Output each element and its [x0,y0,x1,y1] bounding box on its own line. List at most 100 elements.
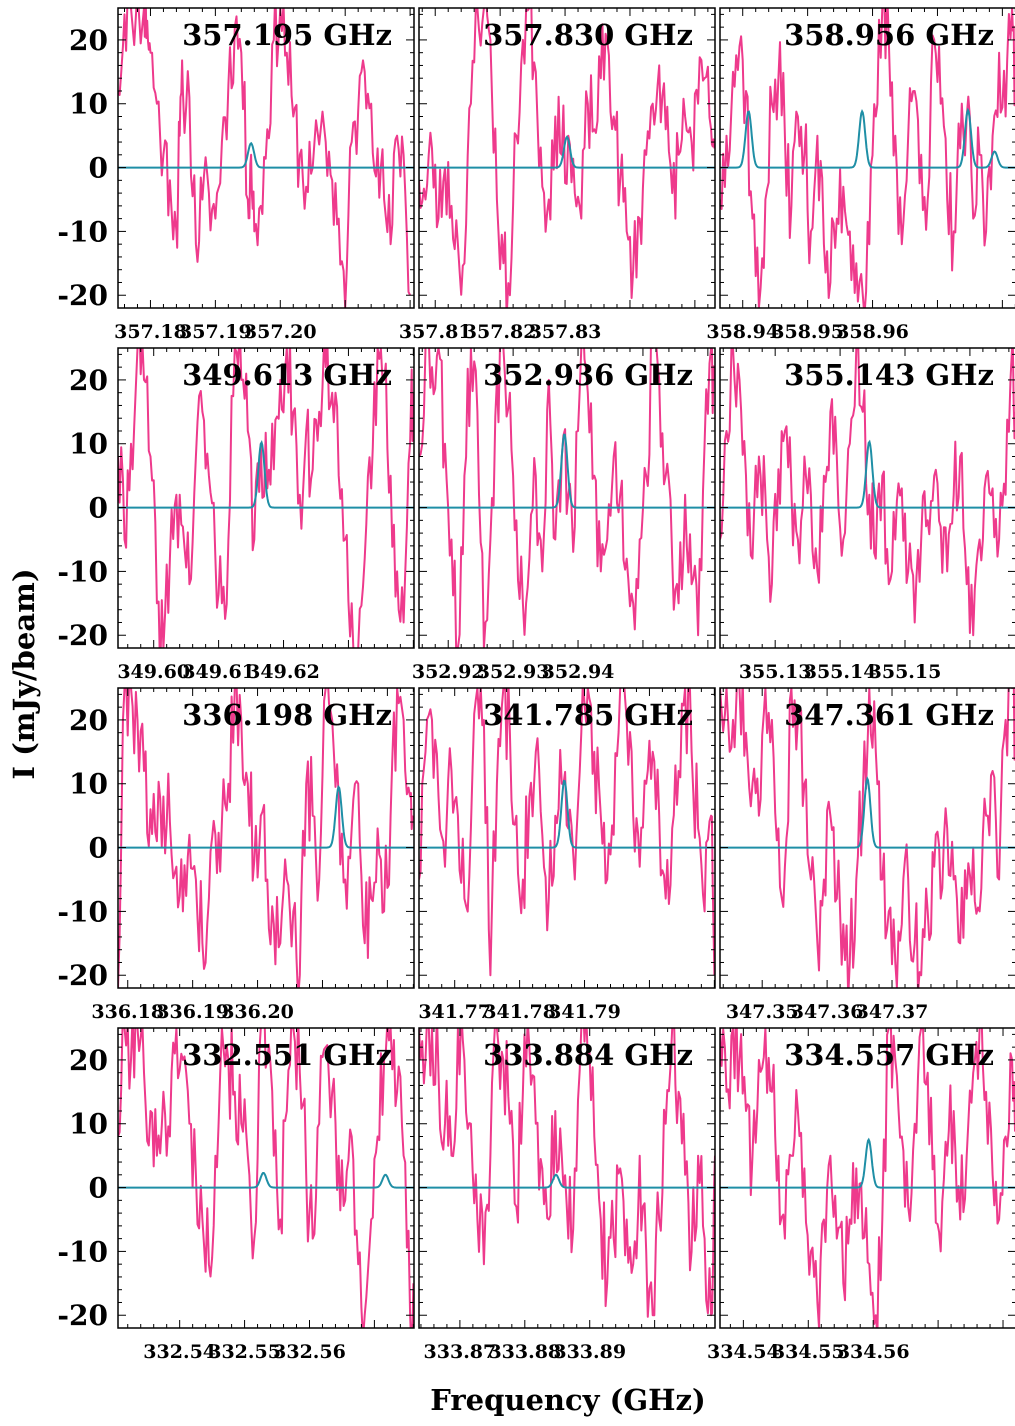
observed-spectrum-line [720,348,1015,637]
x-tick-label: 347.36 [791,1001,864,1023]
panel-frame [418,687,716,989]
model-spectrum-line [419,1173,715,1189]
x-tick-label: 349.62 [247,661,320,683]
y-tick-label: -10 [57,1235,108,1268]
x-tick-label: 333.87 [424,1341,497,1363]
x-tick-label: 357.19 [179,321,252,343]
panel-frame [117,7,415,309]
x-tick-label: 333.89 [553,1341,626,1363]
x-tick-label: 349.60 [117,661,190,683]
y-tick-label: 20 [69,704,108,737]
panel-title: 358.956 GHz [784,18,994,52]
observed-spectrum-line [419,348,715,648]
model-spectrum-line [720,439,1015,509]
y-tick-label: 10 [69,768,108,801]
x-tick-label: 358.94 [706,321,779,343]
x-tick-label: 358.96 [836,321,909,343]
panel-title: 341.785 GHz [483,698,693,732]
observed-spectrum-line [720,688,1015,988]
observed-spectrum-line [118,688,414,988]
observed-spectrum-line [720,1028,1015,1328]
x-tick-label: 355.14 [804,661,877,683]
model-spectrum-line [720,775,1015,849]
panel-frame [418,347,716,649]
y-tick-label: 10 [69,1108,108,1141]
x-tick-label: 334.55 [772,1341,845,1363]
panel-title: 349.613 GHz [182,358,392,392]
panel-plot-area [720,348,1015,637]
x-tick-label: 336.20 [221,1001,294,1023]
panel-title: 332.551 GHz [182,1038,392,1072]
model-spectrum-line [118,439,414,509]
x-tick-label: 357.20 [244,321,317,343]
x-tick-label: 352.92 [412,661,485,683]
panel-frame [418,1027,716,1329]
y-tick-label: -10 [57,555,108,588]
x-tick-label: 334.54 [707,1341,780,1363]
x-tick-label: 349.61 [182,661,255,683]
model-spectrum-line [419,135,715,169]
model-spectrum-line [118,784,414,849]
y-tick-label: 0 [89,832,108,865]
x-tick-label: 336.18 [91,1001,164,1023]
panel-frame [719,1027,1015,1329]
y-tick-label: -20 [57,619,108,652]
y-tick-label: 0 [89,1172,108,1205]
observed-spectrum-line [118,8,411,308]
panel-plot-area [419,688,715,977]
y-tick-label: -20 [57,279,108,312]
panel-plot-area [720,1028,1015,1328]
x-tick-label: 358.95 [771,321,844,343]
y-tick-label: 0 [89,492,108,525]
panel-frame [418,7,716,309]
y-tick-label: 10 [69,428,108,461]
panel-plot-area [720,688,1015,988]
x-tick-label: 355.15 [869,661,942,683]
panel-plot-area [118,688,414,988]
panel-plot-area [419,8,715,308]
observed-spectrum-line [419,1028,715,1318]
panel-plot-area [720,8,1015,308]
panel-title: 336.198 GHz [182,698,392,732]
model-spectrum-line [720,107,1015,169]
panel-frame [117,347,415,649]
y-tick-label: -20 [57,959,108,992]
panel-plot-area [118,8,414,308]
panel-title: 347.361 GHz [784,698,994,732]
y-tick-label: -20 [57,1299,108,1332]
x-tick-label: 347.35 [726,1001,799,1023]
x-tick-label: 332.56 [273,1341,346,1363]
panel-title: 333.884 GHz [483,1038,693,1072]
y-tick-label: -10 [57,895,108,928]
observed-spectrum-line [720,8,1015,308]
panel-frame [719,7,1015,309]
y-tick-label: 10 [69,88,108,121]
x-tick-label: 341.77 [418,1001,491,1023]
panel-title: 357.830 GHz [483,18,693,52]
y-tick-label: 20 [69,1044,108,1077]
panel-title: 334.557 GHz [784,1038,994,1072]
x-tick-label: 332.54 [143,1341,216,1363]
panel-frame [117,687,415,989]
x-tick-label: 334.56 [837,1341,910,1363]
panel-title: 357.195 GHz [182,18,392,52]
panel-frame [719,347,1015,649]
x-tick-label: 332.55 [208,1341,281,1363]
x-tick-label: 336.19 [156,1001,229,1023]
panel-title: 355.143 GHz [784,358,994,392]
x-tick-label: 352.94 [542,661,615,683]
model-spectrum-line [720,1137,1015,1189]
model-spectrum-line [118,141,414,169]
y-tick-label: 20 [69,24,108,57]
